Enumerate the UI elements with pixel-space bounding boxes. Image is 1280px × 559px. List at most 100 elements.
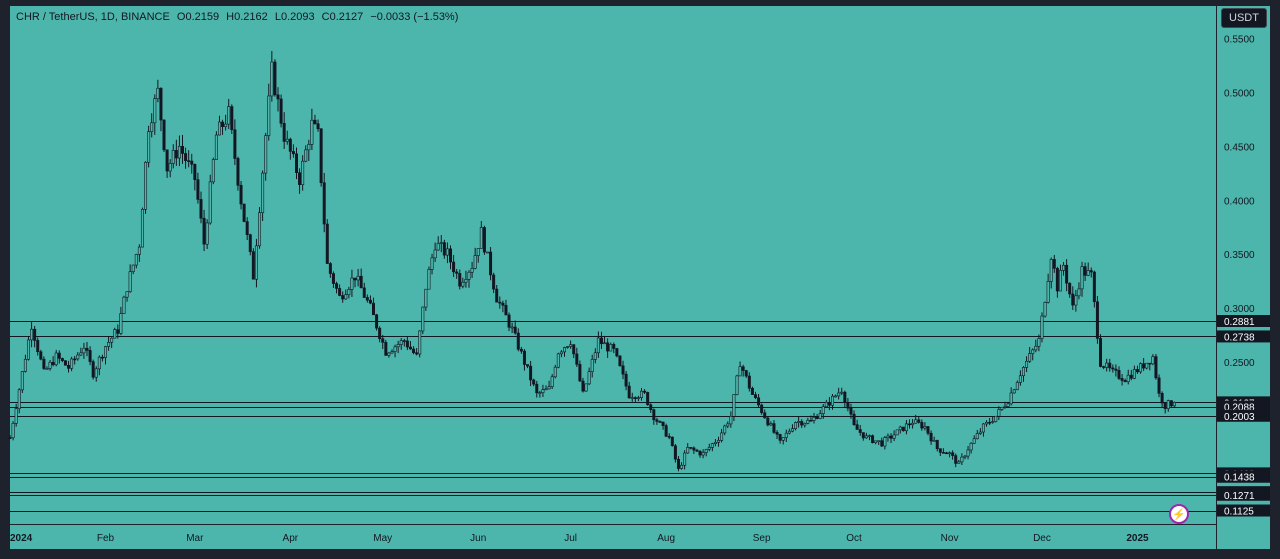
candle-292 bbox=[908, 419, 912, 429]
candle-33 bbox=[110, 337, 114, 349]
candle-160 bbox=[501, 300, 505, 313]
candle-51 bbox=[165, 149, 169, 178]
candle-228 bbox=[710, 442, 714, 452]
candle-36 bbox=[119, 306, 123, 336]
candle-361 bbox=[1120, 374, 1124, 386]
symbol-label: CHR / TetherUS, 1D, BINANCE bbox=[16, 11, 170, 23]
candle-286 bbox=[889, 433, 893, 444]
candle-180 bbox=[562, 346, 566, 357]
candle-230 bbox=[717, 436, 721, 447]
candle-86 bbox=[273, 59, 277, 97]
candle-5 bbox=[23, 354, 27, 373]
candle-355 bbox=[1102, 365, 1106, 370]
y-tick-label-3: 0.4000 bbox=[1224, 196, 1255, 207]
candle-72 bbox=[230, 104, 234, 134]
candle-316 bbox=[981, 422, 985, 437]
candle-158 bbox=[495, 285, 499, 303]
candle-343 bbox=[1065, 259, 1069, 292]
x-tick-label-3: Apr bbox=[283, 533, 299, 544]
candle-362 bbox=[1123, 378, 1127, 383]
candle-159 bbox=[498, 296, 502, 309]
candle-53 bbox=[171, 144, 175, 169]
candle-251 bbox=[781, 437, 785, 445]
candle-314 bbox=[975, 429, 979, 440]
candle-269 bbox=[837, 387, 841, 400]
candle-10 bbox=[39, 349, 43, 361]
lightning-bolt-icon[interactable]: ⚡ bbox=[1169, 504, 1189, 524]
candle-364 bbox=[1129, 369, 1133, 381]
candle-212 bbox=[661, 421, 665, 430]
candle-19 bbox=[67, 360, 71, 373]
candle-98 bbox=[310, 108, 314, 150]
candle-255 bbox=[794, 421, 798, 431]
candle-89 bbox=[282, 112, 286, 149]
candle-168 bbox=[526, 364, 530, 369]
candle-310 bbox=[963, 455, 967, 460]
candle-104 bbox=[328, 262, 332, 278]
candle-207 bbox=[646, 391, 650, 406]
candle-20 bbox=[70, 356, 74, 372]
candle-259 bbox=[806, 417, 810, 425]
candle-138 bbox=[433, 242, 437, 262]
candle-92 bbox=[291, 144, 295, 158]
candle-184 bbox=[575, 347, 579, 367]
candle-363 bbox=[1126, 369, 1130, 385]
candle-12 bbox=[45, 366, 49, 370]
candle-274 bbox=[852, 410, 856, 426]
candle-246 bbox=[766, 416, 770, 427]
candle-245 bbox=[763, 409, 767, 419]
candle-119 bbox=[375, 313, 379, 331]
candle-41 bbox=[134, 253, 138, 269]
candle-270 bbox=[840, 387, 844, 396]
candle-166 bbox=[519, 346, 523, 354]
candle-235 bbox=[732, 394, 736, 422]
candle-122 bbox=[384, 339, 388, 356]
candle-105 bbox=[331, 271, 335, 289]
candle-319 bbox=[991, 416, 995, 424]
candle-267 bbox=[830, 393, 834, 410]
candle-61 bbox=[196, 172, 200, 204]
candle-348 bbox=[1080, 261, 1084, 297]
low-value: L0.2093 bbox=[274, 11, 315, 23]
candle-83 bbox=[264, 132, 268, 181]
candle-124 bbox=[390, 349, 394, 354]
candle-182 bbox=[569, 340, 573, 349]
candle-85 bbox=[270, 50, 274, 102]
price-tag-label: 0.1271 bbox=[1224, 491, 1255, 502]
candle-7 bbox=[30, 322, 34, 348]
candle-49 bbox=[159, 87, 163, 132]
candle-196 bbox=[612, 342, 616, 354]
price-tag-0.1125: 0.1125 bbox=[1217, 504, 1270, 518]
candle-140 bbox=[439, 235, 443, 253]
candle-307 bbox=[954, 453, 958, 468]
candle-150 bbox=[470, 261, 474, 278]
candle-135 bbox=[424, 288, 428, 311]
candle-131 bbox=[412, 346, 416, 355]
candle-171 bbox=[535, 380, 539, 398]
y-tick-label-2: 0.4500 bbox=[1224, 142, 1255, 153]
candle-0 bbox=[8, 434, 12, 439]
candle-101 bbox=[319, 128, 323, 187]
candle-6 bbox=[26, 336, 30, 361]
candle-96 bbox=[304, 145, 308, 163]
candle-226 bbox=[704, 448, 708, 457]
y-tick-label-6: 0.2500 bbox=[1224, 358, 1255, 369]
x-tick-label-2: Mar bbox=[186, 533, 204, 544]
candle-297 bbox=[923, 422, 927, 431]
candle-142 bbox=[445, 242, 449, 264]
candle-153 bbox=[479, 221, 483, 249]
candle-128 bbox=[402, 338, 406, 347]
x-tick-label-12: 2025 bbox=[1126, 533, 1149, 544]
price-tag-0.1271: 0.1271 bbox=[1217, 488, 1270, 502]
currency-button[interactable]: USDT bbox=[1221, 8, 1267, 28]
candle-38 bbox=[125, 291, 129, 302]
candle-179 bbox=[559, 350, 563, 358]
candle-145 bbox=[455, 268, 459, 279]
candle-302 bbox=[938, 448, 942, 456]
y-tick-label-5: 0.3000 bbox=[1224, 304, 1255, 315]
candle-149 bbox=[467, 270, 471, 288]
candle-113 bbox=[356, 268, 360, 287]
candle-326 bbox=[1012, 388, 1016, 394]
candle-198 bbox=[618, 355, 622, 367]
